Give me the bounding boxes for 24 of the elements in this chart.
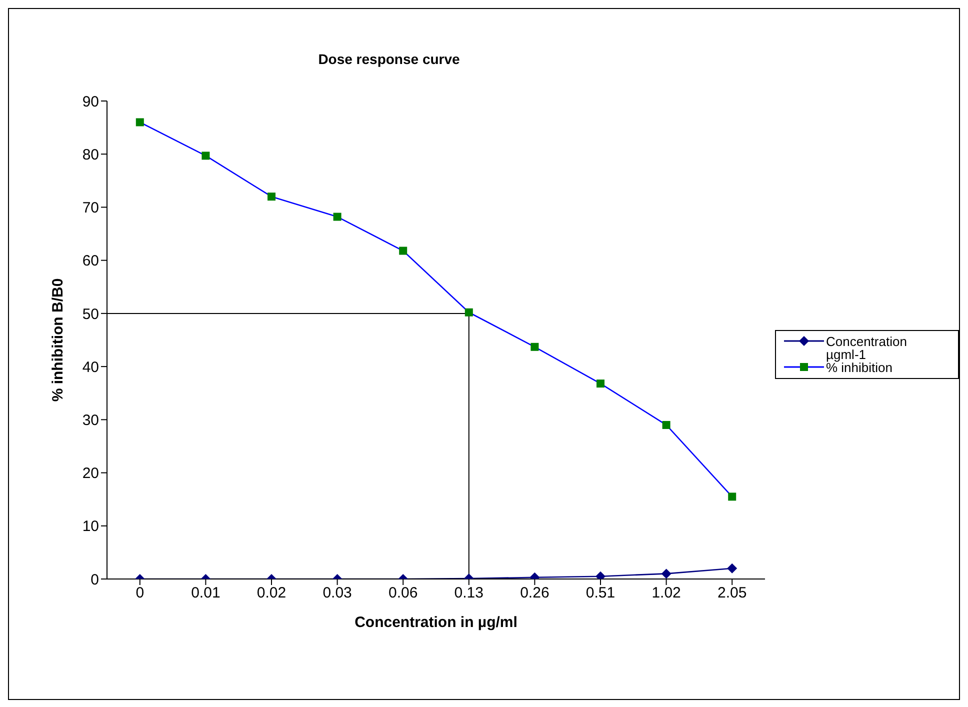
y-tick-label: 10: [82, 518, 99, 536]
y-tick-label: 40: [82, 358, 99, 376]
x-tick-label: 0.26: [520, 584, 550, 602]
y-tick-label: 60: [82, 252, 99, 270]
x-tick-label: 2.05: [718, 584, 747, 602]
x-tick-label: 1.02: [652, 584, 681, 602]
x-tick-label: 0: [136, 584, 144, 602]
y-tick-label: 80: [82, 146, 99, 164]
y-tick-label: 0: [90, 571, 99, 588]
x-tick-label: 0.51: [586, 584, 616, 602]
x-tick-label: 0.02: [256, 584, 286, 602]
x-tick-label: 0.01: [191, 584, 220, 602]
x-tick-label: 0.06: [388, 584, 418, 602]
y-tick-label: 50: [82, 306, 99, 323]
y-tick-label: 70: [82, 200, 99, 217]
x-tick-label: 0.03: [322, 584, 352, 602]
legend-label: Concentration µgml-1: [826, 334, 908, 362]
y-tick-label: 30: [82, 412, 99, 429]
x-tick-label: 0.13: [454, 584, 484, 602]
x-axis-title: Concentration in µg/ml: [354, 614, 518, 631]
y-axis-title: % inhibition B/B0: [49, 278, 66, 402]
y-tick-label: 90: [82, 93, 99, 110]
chart-title: Dose response curve: [317, 51, 461, 67]
y-tick-label: 20: [82, 465, 99, 482]
